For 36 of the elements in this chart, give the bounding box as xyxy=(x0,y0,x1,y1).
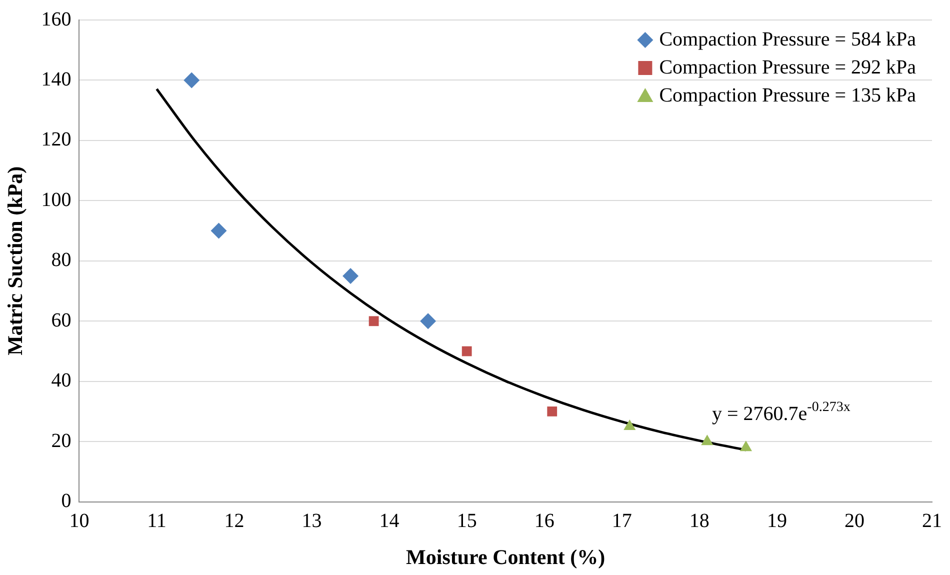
x-tick-label: 16 xyxy=(534,510,554,532)
y-tick-label: 40 xyxy=(51,370,72,392)
point xyxy=(342,268,359,284)
point xyxy=(701,434,714,446)
point xyxy=(547,406,558,416)
x-tick-label: 19 xyxy=(766,510,787,532)
point xyxy=(740,440,752,452)
y-tick-label: 160 xyxy=(41,8,72,30)
x-tick-label: 11 xyxy=(147,510,166,532)
point xyxy=(462,346,472,356)
x-tick-label: 17 xyxy=(612,510,632,532)
y-axis-title: Matric Suction (kPa) xyxy=(3,166,28,356)
x-tick-label: 10 xyxy=(69,510,90,532)
x-tick-label: 13 xyxy=(302,510,322,532)
point xyxy=(210,222,227,239)
y-tick-label: 120 xyxy=(41,128,72,151)
x-tick-label: 14 xyxy=(379,510,400,532)
point xyxy=(624,420,636,430)
y-tick-label: 140 xyxy=(41,68,72,90)
legend-label: Compaction Pressure = 584 kPa xyxy=(659,28,916,50)
point xyxy=(368,316,379,326)
x-tick-label: 15 xyxy=(456,510,477,532)
x-axis-title: Moisture Content (%) xyxy=(406,544,606,569)
x-tick-label: 18 xyxy=(689,510,710,532)
y-tick-label: 0 xyxy=(61,490,72,512)
x-tick-label: 21 xyxy=(922,510,942,532)
x-tick-label: 12 xyxy=(224,510,244,532)
y-tick-label: 80 xyxy=(51,249,72,272)
point xyxy=(420,313,436,330)
point xyxy=(184,72,200,88)
y-tick-label: 60 xyxy=(51,309,72,332)
y-tick-label: 100 xyxy=(41,188,72,211)
legend-label: Compaction Pressure = 135 kPa xyxy=(659,84,916,106)
y-tick-label: 20 xyxy=(51,430,72,452)
legend-label: Compaction Pressure = 292 kPa xyxy=(659,56,916,78)
x-tick-label: 20 xyxy=(844,510,864,532)
